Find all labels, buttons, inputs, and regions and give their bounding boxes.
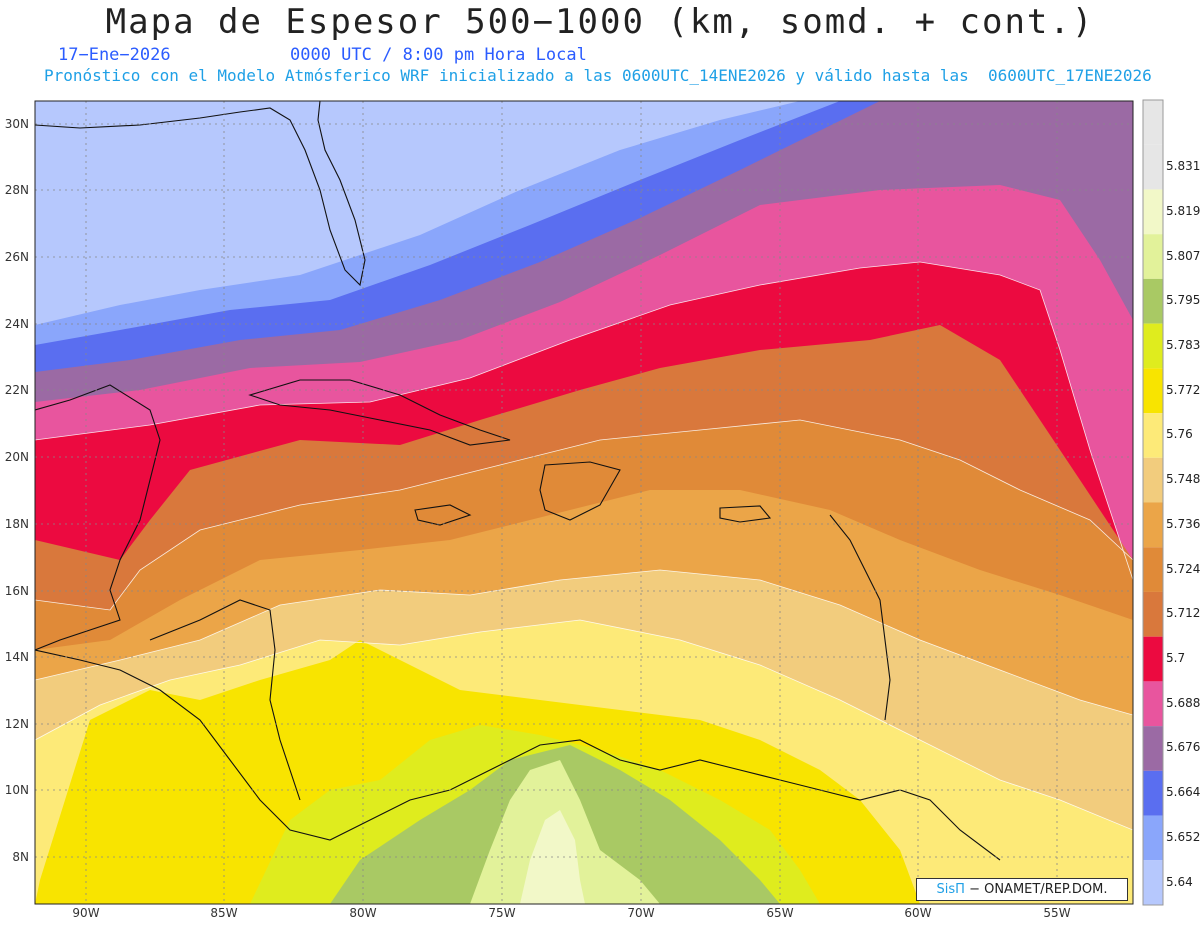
forecast-note: Pronóstico con el Modelo Atmósferico WRF… [44, 66, 1152, 85]
legend-label: 5.64 [1166, 874, 1193, 889]
legend-swatch [1143, 591, 1163, 637]
lat-label: 8N [12, 850, 29, 864]
legend-label: 5.712 [1166, 606, 1200, 621]
lat-label: 26N [4, 250, 29, 264]
lat-label: 22N [4, 383, 29, 397]
legend-label: 5.795 [1166, 293, 1200, 308]
legend-swatch [1143, 815, 1163, 861]
lat-label: 24N [4, 317, 29, 331]
lon-label: 60W [904, 906, 932, 920]
lon-label: 90W [72, 906, 100, 920]
map-frame [34, 100, 1134, 905]
forecast-date: 17−Ene−2026 [58, 45, 171, 65]
legend-swatch [1143, 502, 1163, 548]
legend-swatch [1143, 368, 1163, 414]
lat-label: 16N [4, 584, 29, 598]
legend-label: 5.688 [1166, 695, 1200, 710]
credit-box: SisΠ − ONAMET/REP.DOM. [916, 878, 1128, 901]
lat-label: 12N [4, 717, 29, 731]
color-legend [1142, 99, 1164, 906]
legend-swatch [1143, 144, 1163, 190]
lesser-antilles [829, 514, 891, 721]
thickness-bands [35, 101, 1133, 904]
legend-label: 5.772 [1166, 382, 1200, 397]
legend-swatch [1143, 770, 1163, 816]
legend-swatch [1143, 323, 1163, 369]
legend-label: 5.652 [1166, 829, 1200, 844]
florida-coast [35, 101, 366, 287]
lat-label: 20N [4, 450, 29, 464]
lat-label: 14N [4, 650, 29, 664]
lon-label: 85W [210, 906, 238, 920]
sispi-logo: SisΠ [936, 882, 965, 897]
lon-label: 80W [349, 906, 377, 920]
forecast-time: 0000 UTC / 8:00 pm Hora Local [290, 45, 587, 65]
jamaica [414, 504, 472, 526]
lon-label: 70W [627, 906, 655, 920]
hispaniola [539, 461, 621, 521]
legend-swatch [1143, 860, 1163, 905]
thickness-contours [35, 261, 1133, 831]
cuba [248, 379, 511, 446]
credit-text: − ONAMET/REP.DOM. [969, 882, 1108, 897]
yucatan-coast [35, 384, 161, 651]
legend-label: 5.783 [1166, 337, 1200, 352]
legend-swatch [1143, 278, 1163, 324]
lat-label: 28N [4, 183, 29, 197]
legend-swatch [1143, 726, 1163, 771]
lat-label: 10N [4, 783, 29, 797]
legend-swatch [1143, 681, 1163, 727]
legend-label: 5.76 [1166, 427, 1193, 442]
legend-label: 5.748 [1166, 472, 1200, 487]
legend-label: 5.736 [1166, 516, 1200, 531]
legend-label: 5.819 [1166, 203, 1200, 218]
lat-label: 18N [4, 517, 29, 531]
lon-label: 55W [1043, 906, 1071, 920]
legend-label: 5.676 [1166, 740, 1200, 755]
legend-swatch [1143, 547, 1163, 592]
coastlines [35, 101, 1001, 861]
legend-swatch [1143, 189, 1163, 235]
map-title: Mapa de Espesor 500−1000 (km, somd. + co… [105, 2, 1095, 42]
central-south-america-coast [35, 649, 1001, 861]
honduras-nicaragua-coast [149, 599, 301, 801]
legend-frame [1142, 99, 1164, 906]
legend-label: 5.724 [1166, 561, 1200, 576]
legend-swatch [1143, 636, 1163, 682]
legend-label: 5.807 [1166, 248, 1200, 263]
legend-label: 5.7 [1166, 651, 1186, 666]
lon-label: 65W [766, 906, 794, 920]
legend-swatch [1143, 234, 1163, 279]
puerto-rico [719, 505, 772, 523]
graticule [35, 101, 1133, 904]
legend-swatch [1143, 413, 1163, 458]
legend-label: 5.664 [1166, 785, 1200, 800]
legend-swatch [1143, 100, 1163, 145]
lon-label: 75W [488, 906, 516, 920]
lat-label: 30N [4, 117, 29, 131]
legend-label: 5.831 [1166, 159, 1200, 174]
legend-swatch [1143, 457, 1163, 503]
